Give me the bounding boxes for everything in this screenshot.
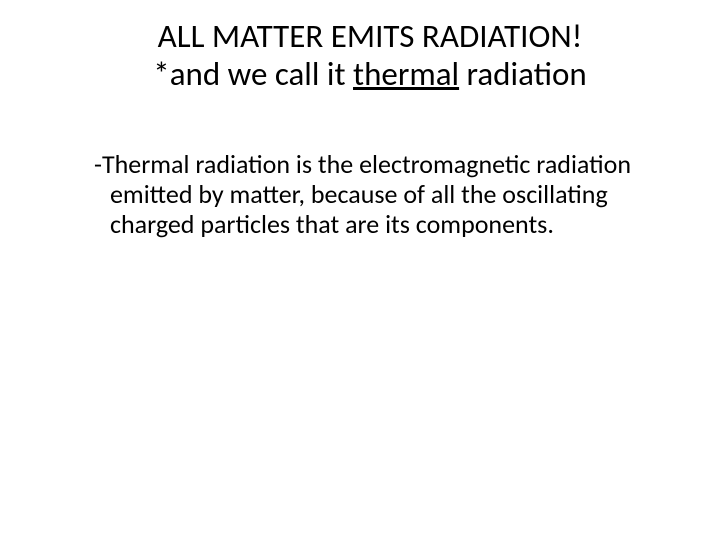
slide: ALL MATTER EMITS RADIATION! *and we call…	[0, 0, 720, 540]
title-line-2-underlined: thermal	[353, 54, 459, 94]
body-paragraph: -Thermal radiation is the electromagneti…	[62, 150, 660, 240]
slide-body: -Thermal radiation is the electromagneti…	[62, 150, 660, 240]
title-line-2-prefix: *and we call it	[153, 54, 353, 94]
slide-title: ALL MATTER EMITS RADIATION! *and we call…	[80, 18, 660, 94]
title-line-2-suffix: radiation	[459, 54, 587, 94]
title-line-2: *and we call it thermal radiation	[80, 56, 660, 94]
title-line-1: ALL MATTER EMITS RADIATION!	[80, 18, 660, 56]
